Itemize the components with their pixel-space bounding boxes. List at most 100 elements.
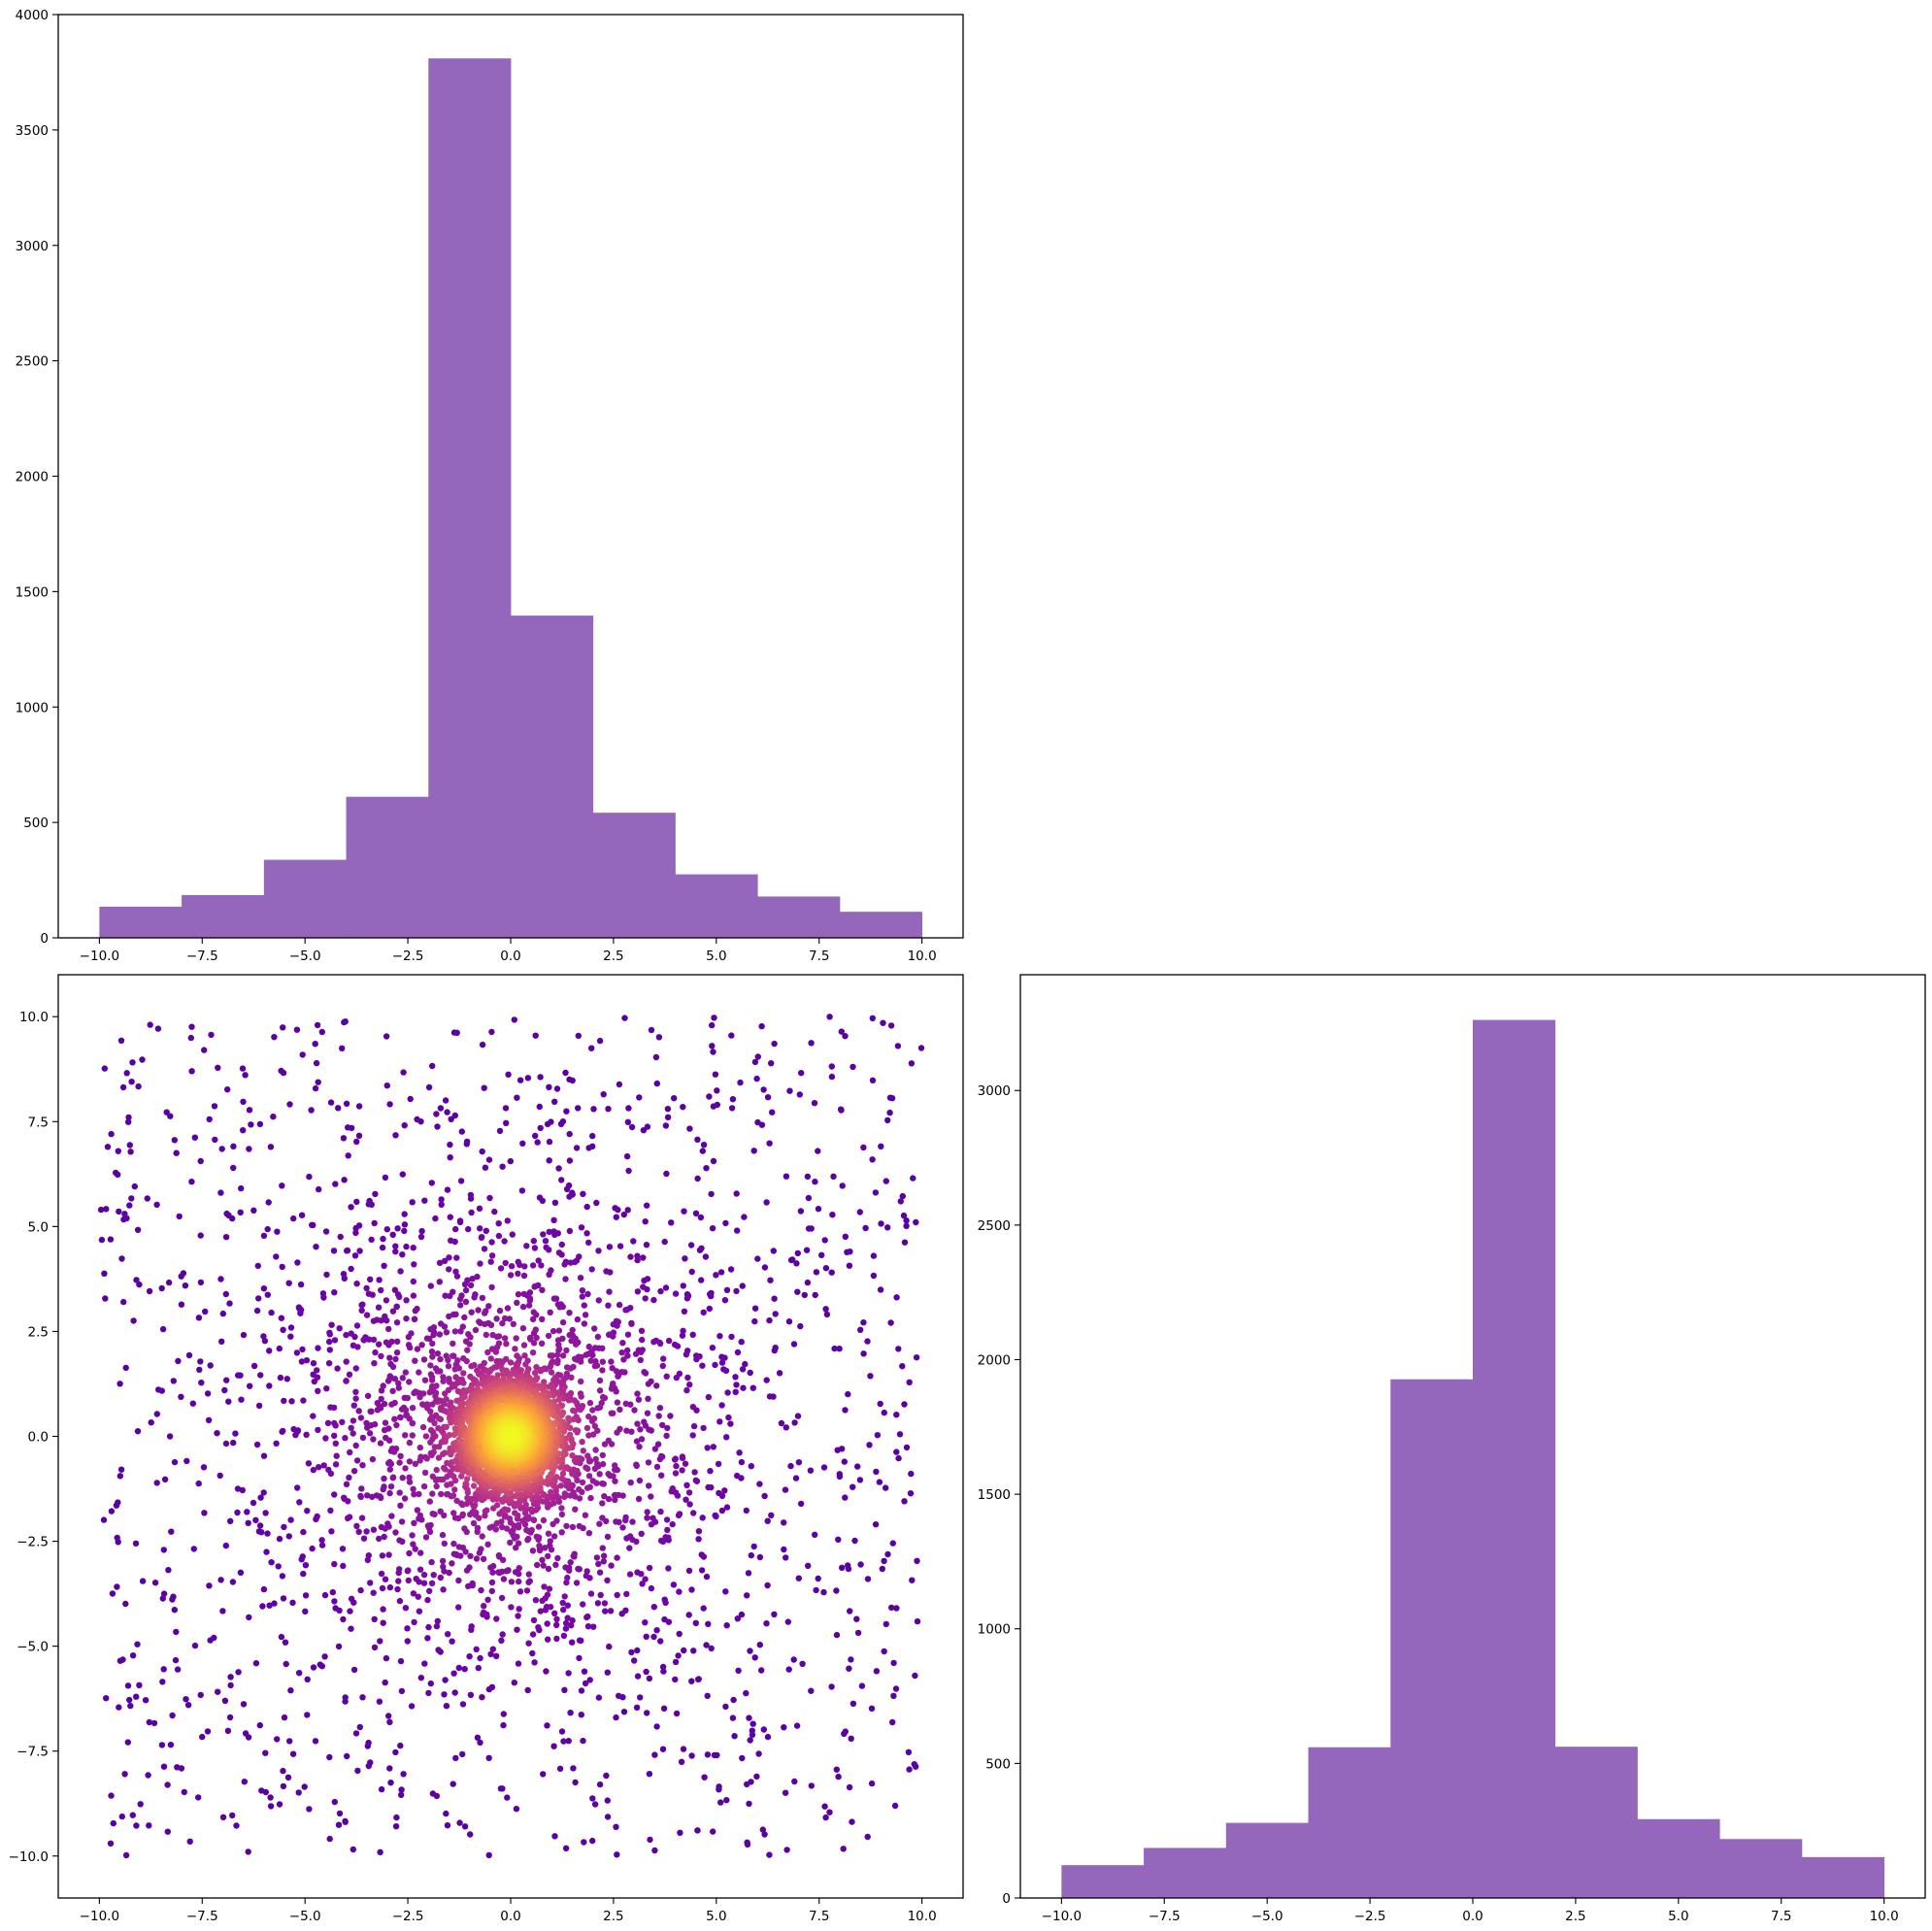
scatter-point	[314, 1021, 321, 1029]
scatter-point	[385, 1437, 393, 1444]
scatter-point	[302, 1562, 310, 1569]
scatter-point	[274, 1228, 281, 1235]
scatter-point	[447, 1292, 453, 1300]
scatter-point	[700, 1605, 707, 1612]
scatter-point	[487, 1355, 494, 1362]
scatter-point	[400, 1069, 407, 1076]
scatter-point	[680, 1746, 687, 1752]
scatter-point	[705, 1620, 712, 1628]
scatter-point	[746, 1715, 752, 1721]
scatter-point	[412, 1460, 418, 1468]
scatter-point	[781, 1724, 787, 1731]
scatter-point	[442, 1292, 449, 1299]
scatter-point	[639, 1581, 646, 1587]
scatter-point	[557, 1482, 564, 1489]
scatter-point	[709, 1345, 716, 1351]
scatter-point	[722, 1219, 729, 1227]
scatter-point	[429, 1062, 436, 1070]
scatter-point	[348, 1265, 354, 1273]
scatter-point	[487, 1258, 494, 1265]
scatter-point	[573, 1341, 580, 1348]
scatter-point	[433, 1111, 440, 1117]
scatter-point	[625, 1167, 632, 1175]
scatter-point	[248, 1121, 254, 1128]
scatter-point	[764, 1094, 772, 1101]
scatter-point	[159, 1595, 166, 1602]
scatter-point	[550, 1216, 557, 1224]
scatter-point	[683, 1351, 690, 1358]
scatter-point	[237, 1372, 244, 1379]
scatter-point	[416, 1490, 422, 1498]
scatter-point	[534, 1561, 541, 1569]
scatter-point	[417, 1233, 425, 1241]
scatter-point	[350, 1402, 357, 1409]
scatter-point	[397, 1414, 404, 1421]
scatter-point	[188, 1068, 195, 1075]
scatter-point	[171, 1458, 179, 1466]
scatter-point	[564, 1602, 571, 1609]
scatter-point	[381, 1533, 387, 1541]
scatter-point	[565, 1738, 572, 1745]
scatter-point	[399, 1475, 406, 1482]
scatter-point	[226, 1714, 234, 1721]
scatter-point	[829, 1212, 836, 1218]
scatter-point	[501, 1315, 509, 1322]
scatter-point	[619, 1340, 626, 1347]
scatter-point	[567, 1259, 574, 1266]
scatter-point	[718, 1507, 726, 1515]
scatter-point	[742, 1360, 749, 1368]
scatter-point	[857, 1326, 864, 1334]
scatter-point	[513, 1545, 519, 1551]
top-left-histogram-xtick-label: −10.0	[80, 949, 119, 964]
scatter-point	[640, 1283, 647, 1290]
scatter-point	[385, 1425, 392, 1432]
scatter-point	[761, 1492, 768, 1500]
scatter-point	[583, 1203, 590, 1211]
scatter-point	[895, 1454, 902, 1462]
scatter-point	[481, 1084, 487, 1091]
scatter-point	[115, 1148, 122, 1154]
scatter-point	[159, 1679, 166, 1685]
top-left-histogram-bar	[592, 813, 676, 938]
scatter-point	[761, 1264, 769, 1271]
scatter-point	[108, 1508, 116, 1515]
scatter-point	[297, 1310, 304, 1316]
scatter-point	[233, 1822, 240, 1829]
scatter-point	[440, 1586, 447, 1593]
scatter-point	[618, 1349, 625, 1356]
scatter-point	[406, 1415, 413, 1422]
scatter-point	[350, 1846, 356, 1853]
scatter-point	[566, 1157, 574, 1164]
scatter-point	[299, 1553, 306, 1560]
scatter-point	[206, 1582, 213, 1589]
scatter-point	[313, 1059, 320, 1067]
scatter-point	[331, 1798, 338, 1806]
scatter-point	[188, 1179, 195, 1185]
scatter-point	[738, 1458, 746, 1466]
scatter-point	[794, 1413, 802, 1419]
scatter-point	[659, 1362, 666, 1370]
scatter-point	[842, 1033, 849, 1040]
scatter-point	[635, 1396, 643, 1403]
scatter-point	[771, 1295, 778, 1302]
scatter-point	[314, 1513, 320, 1520]
scatter-point	[449, 1560, 455, 1567]
scatter-point	[595, 1694, 603, 1701]
scatter-point	[546, 1138, 553, 1146]
scatter-point	[679, 1453, 686, 1460]
scatter-point	[516, 1578, 522, 1585]
scatter-point	[238, 1184, 245, 1192]
scatter-point	[705, 1483, 712, 1491]
scatter-point	[264, 1225, 271, 1233]
scatter-point	[405, 1334, 413, 1341]
scatter-point	[605, 1471, 612, 1478]
scatter-point	[260, 1285, 268, 1292]
scatter-point	[326, 1338, 333, 1346]
scatter-point	[475, 1307, 482, 1314]
scatter-point	[386, 1376, 393, 1382]
scatter-point	[644, 1410, 651, 1416]
scatter-point	[704, 1445, 711, 1451]
scatter-point	[599, 1393, 607, 1401]
scatter-point	[563, 1185, 571, 1193]
scatter-point	[591, 1325, 598, 1332]
